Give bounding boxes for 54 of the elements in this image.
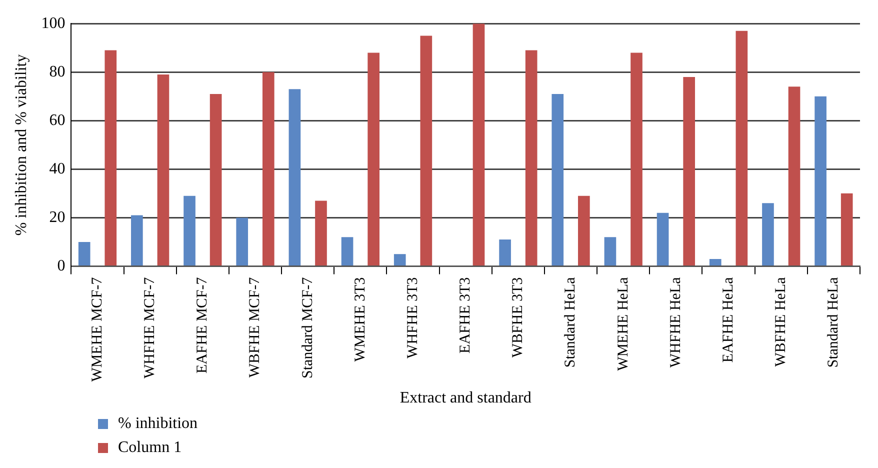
x-tick-label: Standard MCF-7 [300,276,316,378]
bar [288,89,301,266]
bar [157,74,170,266]
bar [420,36,432,266]
bar [578,196,590,266]
bar [525,50,538,266]
y-tick-label: 100 [41,14,66,32]
bar [341,237,354,266]
x-tick-label: WBFHE 3T3 [510,277,526,358]
bar [709,258,722,266]
bar [840,193,853,266]
x-axis-title: Extract and standard [400,390,532,407]
bar [104,50,117,266]
x-tick-label: WHFHE HeLa [668,276,684,368]
bar [499,240,511,266]
x-tick-label: WBFHE HeLa [773,276,790,367]
bar [762,203,774,266]
bar [210,94,222,266]
bar [236,218,248,266]
bar [368,52,380,266]
bar [184,196,196,266]
x-tick-label: Standard HeLa [826,276,842,368]
y-tick-label: 20 [49,208,66,226]
bar [78,242,90,266]
legend-label: % inhibition [118,415,198,433]
bar [814,96,826,266]
bar [315,200,327,266]
bar [683,76,696,266]
x-tick-label: WBFHE MCF-7 [247,276,264,378]
bar [552,94,564,266]
bar [630,52,642,266]
x-tick-label: Standard HeLa [562,276,579,368]
y-tick-label: 60 [49,112,66,129]
bar [262,72,274,266]
x-tick-label: WMEHE 3T3 [352,277,368,362]
y-tick-label: 0 [57,257,66,274]
bar [656,212,669,266]
bar [736,30,748,266]
bar [394,254,406,266]
x-tick-label: EAFHE HeLa [720,276,736,363]
x-tick-label: WMEHE MCF-7 [89,276,106,382]
bar [472,24,485,266]
y-tick-label: 40 [49,160,66,178]
x-tick-label: EAFHE MCF-7 [194,276,211,374]
x-tick-label: WHFHE 3T3 [404,277,421,358]
x-tick-label: WMEHE HeLa [615,276,632,371]
y-axis-title: % inhibition and % viability [12,54,30,236]
legend-label: Column 1 [118,439,182,457]
bar [788,86,800,266]
x-tick-label: EAFHE 3T3 [458,277,474,354]
x-tick-label: WHFHE MCF-7 [142,276,158,378]
bar [604,237,616,266]
y-tick-label: 80 [49,63,66,80]
bar [131,215,143,266]
